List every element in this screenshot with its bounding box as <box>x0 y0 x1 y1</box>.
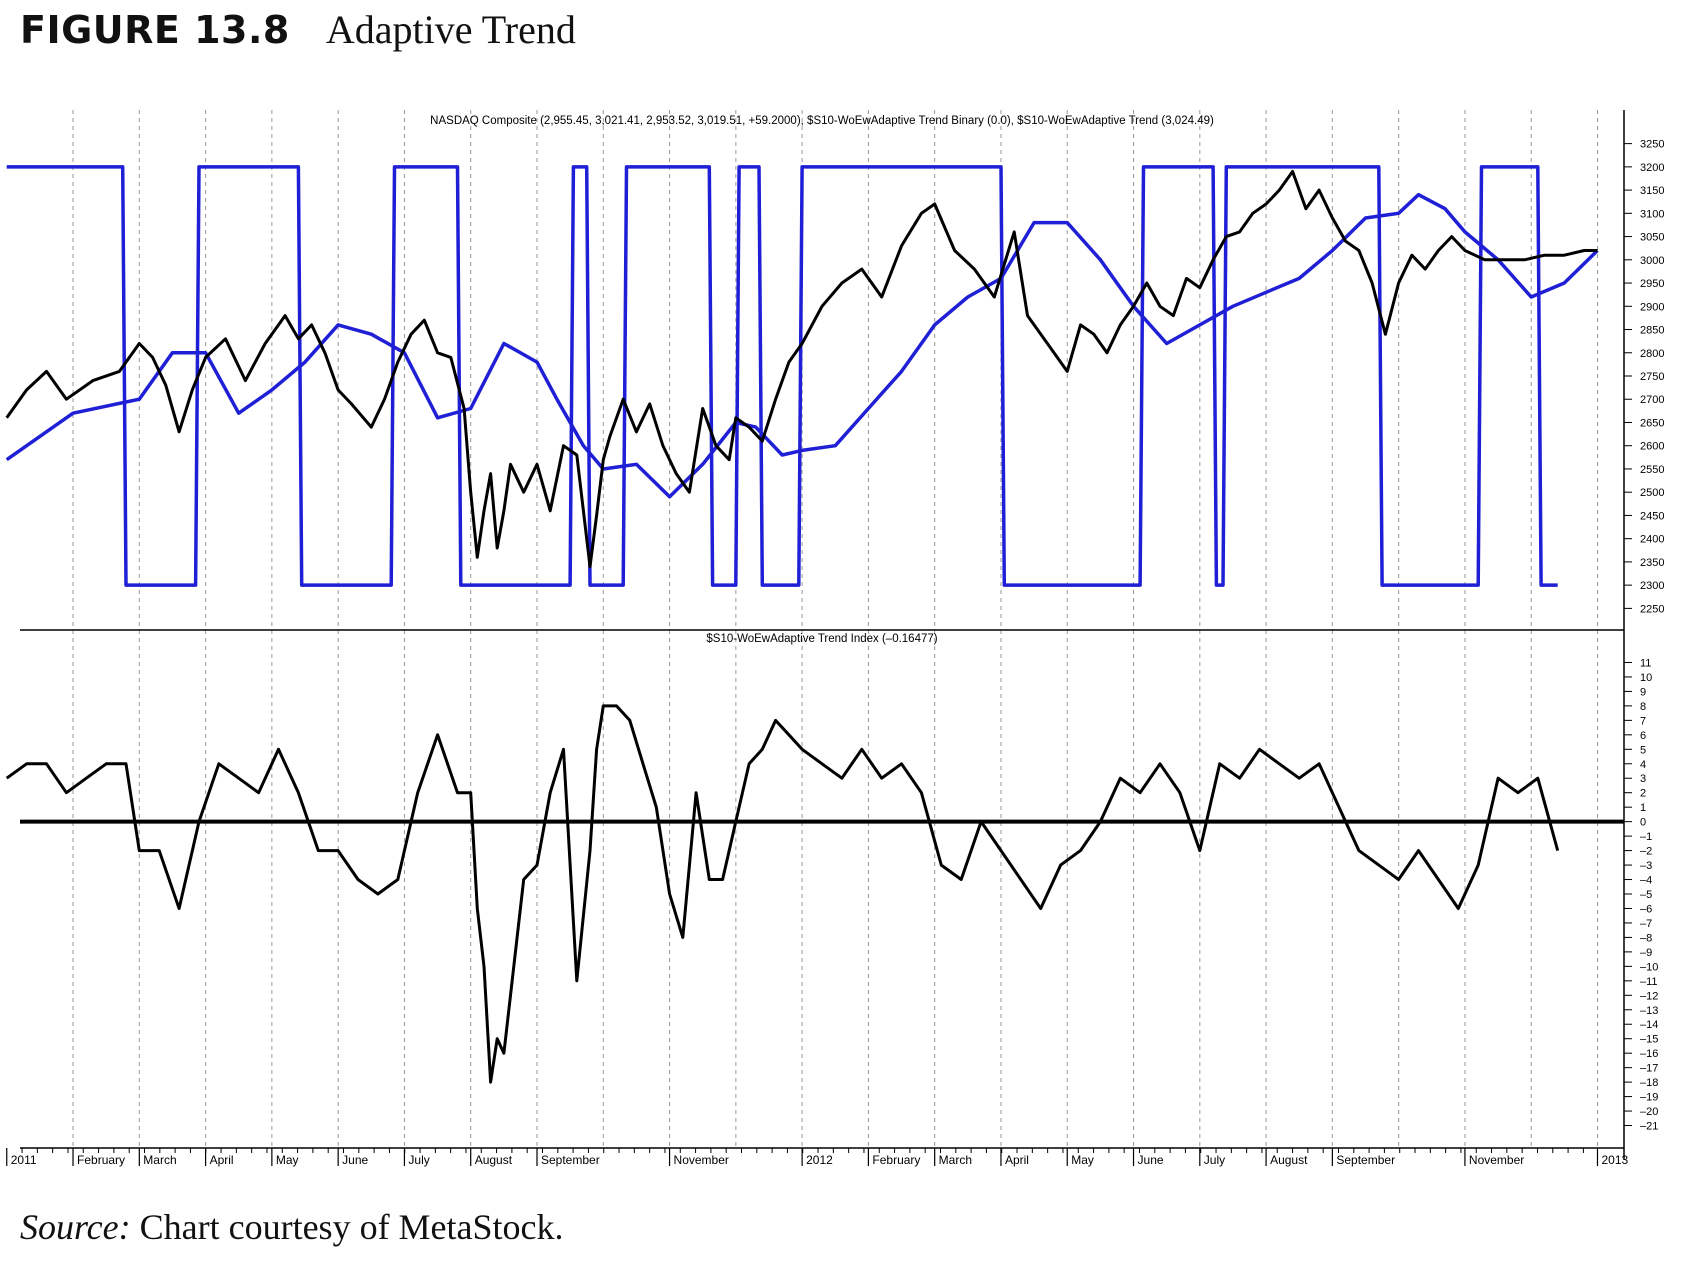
lower-tick-label: –10 <box>1640 961 1658 973</box>
x-tick-label: 2012 <box>806 1153 833 1167</box>
x-tick-label: May <box>1071 1153 1094 1167</box>
x-tick-label: March <box>939 1153 972 1167</box>
lower-tick-label: 5 <box>1640 744 1646 756</box>
lower-tick-label: 0 <box>1640 817 1646 829</box>
lower-tick-label: 7 <box>1640 715 1646 727</box>
x-tick-label: April <box>210 1153 234 1167</box>
x-axis: 2011 February March April May June July August S… <box>6 1148 1629 1167</box>
figure-number: FIGURE 13.8 <box>20 8 290 52</box>
upper-tick-label: 3000 <box>1640 255 1664 267</box>
upper-tick-label: 3150 <box>1640 185 1664 197</box>
binary-series-line <box>6 165 1558 587</box>
lower-tick-label: –14 <box>1640 1019 1658 1031</box>
x-tick-label: March <box>143 1153 176 1167</box>
upper-tick-label: 3250 <box>1640 139 1664 151</box>
x-tick-label: July <box>1204 1153 1225 1167</box>
upper-tick-label: 2900 <box>1640 301 1664 313</box>
upper-tick-label: 2800 <box>1640 348 1664 360</box>
upper-tick-label: 2500 <box>1640 487 1664 499</box>
lower-tick-label: –18 <box>1640 1077 1658 1089</box>
x-tick-label: July <box>408 1153 429 1167</box>
x-tick-label: June <box>342 1153 368 1167</box>
x-tick-label: November <box>1469 1153 1524 1167</box>
upper-tick-label: 2300 <box>1640 580 1664 592</box>
lower-tick-label: –13 <box>1640 1005 1658 1017</box>
lower-y-axis: 11109876543210–1–2–3–4–5–6–7–8–9–10–11–1… <box>1624 657 1658 1133</box>
source-text: Chart courtesy of MetaStock. <box>139 1207 564 1247</box>
upper-tick-label: 2700 <box>1640 394 1664 406</box>
chart-gridlines <box>72 110 1598 1148</box>
lower-tick-label: –9 <box>1640 947 1652 959</box>
adaptive-trend-line <box>5 192 1599 499</box>
lower-tick-label: –16 <box>1640 1048 1658 1060</box>
x-tick-label: November <box>674 1153 729 1167</box>
upper-tick-label: 2350 <box>1640 557 1664 569</box>
price-series-line <box>5 170 1598 569</box>
upper-tick-label: 2450 <box>1640 510 1664 522</box>
source-note: Source: Chart courtesy of MetaStock. <box>20 1206 564 1248</box>
lower-tick-label: 11 <box>1640 657 1651 669</box>
lower-tick-label: –19 <box>1640 1092 1658 1104</box>
series-layer <box>5 165 1624 1084</box>
lower-tick-label: 1 <box>1640 802 1646 814</box>
lower-tick-label: –3 <box>1640 860 1652 872</box>
lower-tick-label: –1 <box>1640 831 1652 843</box>
lower-tick-label: 8 <box>1640 701 1646 713</box>
lower-tick-label: 3 <box>1640 773 1646 785</box>
x-tick-label: 2013 <box>1601 1153 1628 1167</box>
upper-y-axis: 3250 3200 3150 3100 3050 3000 2950 2900 2850 2800… <box>1624 139 1664 615</box>
lower-tick-label: –12 <box>1640 990 1658 1002</box>
trend-index-line <box>5 704 1560 1084</box>
x-tick-label: May <box>276 1153 299 1167</box>
upper-tick-label: 2250 <box>1640 603 1664 615</box>
lower-tick-label: –20 <box>1640 1106 1658 1118</box>
lower-tick-label: 6 <box>1640 730 1646 742</box>
upper-tick-label: 2850 <box>1640 325 1664 337</box>
lower-tick-label: –8 <box>1640 932 1652 944</box>
x-tick-label: August <box>475 1153 513 1167</box>
upper-tick-label: 2750 <box>1640 371 1664 383</box>
lower-tick-label: –5 <box>1640 889 1652 901</box>
x-tick-label: September <box>1336 1153 1395 1167</box>
lower-tick-label: 2 <box>1640 788 1646 800</box>
upper-tick-label: 2650 <box>1640 417 1664 429</box>
lower-tick-label: –4 <box>1640 875 1652 887</box>
x-tick-label: February <box>77 1153 125 1167</box>
lower-tick-label: –7 <box>1640 918 1652 930</box>
x-tick-label: August <box>1270 1153 1308 1167</box>
lower-tick-label: –17 <box>1640 1063 1658 1075</box>
upper-tick-label: 3200 <box>1640 162 1664 174</box>
lower-tick-label: –6 <box>1640 903 1652 915</box>
x-tick-label: June <box>1138 1153 1164 1167</box>
x-tick-label: February <box>872 1153 920 1167</box>
lower-tick-label: –11 <box>1640 976 1658 988</box>
lower-tick-label: 10 <box>1640 672 1652 684</box>
upper-panel-title: NASDAQ Composite (2,955.45, 3,021.41, 2,… <box>430 115 1214 127</box>
x-tick-label: 2011 <box>11 1153 37 1167</box>
figure-title: Adaptive Trend <box>325 7 576 52</box>
x-tick-label: September <box>541 1153 600 1167</box>
upper-tick-label: 3050 <box>1640 232 1664 244</box>
upper-tick-label: 2550 <box>1640 464 1664 476</box>
source-label: Source: <box>20 1207 131 1247</box>
upper-tick-label: 2950 <box>1640 278 1664 290</box>
lower-tick-label: –2 <box>1640 846 1652 858</box>
lower-tick-label: –15 <box>1640 1034 1658 1046</box>
lower-panel-title: $S10-WoEwAdaptive Trend Index (–0.16477) <box>706 633 937 645</box>
lower-tick-label: 9 <box>1640 686 1646 698</box>
lower-tick-label: 4 <box>1640 759 1646 771</box>
lower-tick-label: –21 <box>1640 1121 1658 1133</box>
figure-heading: FIGURE 13.8 Adaptive Trend <box>20 6 576 66</box>
upper-tick-label: 3100 <box>1640 208 1664 220</box>
upper-tick-label: 2600 <box>1640 441 1664 453</box>
x-tick-label: April <box>1005 1153 1029 1167</box>
upper-tick-label: 2400 <box>1640 534 1664 546</box>
